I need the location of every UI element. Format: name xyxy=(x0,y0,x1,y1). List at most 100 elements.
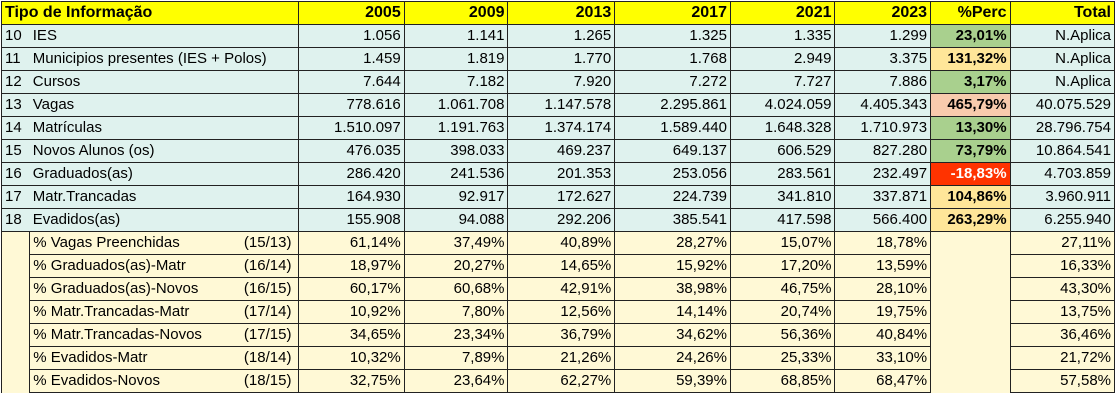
total-cell: 40.075.529 xyxy=(1009,93,1115,117)
value-cell: 1.191.763 xyxy=(403,116,509,140)
value-cell: 7.920 xyxy=(507,70,616,94)
table-row: 10 IES 1.056 1.141 1.265 1.325 1.335 1.299 23,01… xyxy=(0,24,1115,48)
ratio-value-cell: 15,92% xyxy=(614,254,731,278)
value-cell: 1.335 xyxy=(729,24,836,48)
row-label: Evadidos(as) xyxy=(29,208,300,232)
ratio-ref: (17/14) xyxy=(243,303,292,320)
ratio-total-cell: 13,75% xyxy=(1009,300,1115,324)
value-cell: 7.182 xyxy=(403,70,509,94)
ratio-perc-empty xyxy=(930,231,1011,255)
value-cell: 1.648.328 xyxy=(729,116,836,140)
header-cell-2005: 2005 xyxy=(298,1,405,25)
ratio-value-cell: 61,14% xyxy=(298,231,405,255)
value-cell: 778.616 xyxy=(298,93,405,117)
value-cell: 337.871 xyxy=(834,185,932,209)
ratio-perc-empty xyxy=(930,323,1011,347)
row-label: Matr.Trancadas xyxy=(29,185,300,209)
value-cell: 1.819 xyxy=(403,47,509,71)
ratio-row-gutter xyxy=(0,254,31,278)
ratio-value-cell: 34,62% xyxy=(614,323,731,347)
ratio-perc-empty xyxy=(930,346,1011,370)
header-cell-2009: 2009 xyxy=(403,1,509,25)
ratio-label-text: % Vagas Preenchidas xyxy=(33,234,180,251)
ratio-value-cell: 18,78% xyxy=(834,231,932,255)
table-row: 15 Novos Alunos (os) 476.035 398.033 469.237… xyxy=(0,139,1115,163)
value-cell: 566.400 xyxy=(834,208,932,232)
ratio-total-cell: 43,30% xyxy=(1009,277,1115,301)
value-cell: 341.810 xyxy=(729,185,836,209)
ratio-ref: (16/15) xyxy=(243,280,292,297)
value-cell: 155.908 xyxy=(298,208,405,232)
ratio-perc-empty xyxy=(930,254,1011,278)
ratio-value-cell: 19,75% xyxy=(834,300,932,324)
ratio-perc-empty xyxy=(930,300,1011,324)
ratio-value-cell: 10,92% xyxy=(298,300,405,324)
value-cell: 4.024.059 xyxy=(729,93,836,117)
total-cell: 4.703.859 xyxy=(1009,162,1115,186)
ratio-row-label: (16/14) % Graduados(as)-Matr xyxy=(29,254,300,278)
table-row: 11 Municipios presentes (IES + Polos) 1.45… xyxy=(0,47,1115,71)
ratio-value-cell: 14,65% xyxy=(507,254,616,278)
row-index: 14 xyxy=(0,116,30,140)
row-index: 16 xyxy=(0,162,30,186)
perc-cell: -18,83% xyxy=(930,162,1011,186)
header-cell-tipo: Tipo de Informação xyxy=(0,1,300,25)
ratio-value-cell: 23,34% xyxy=(403,323,509,347)
total-cell: N.Aplica xyxy=(1009,24,1115,48)
value-cell: 7.886 xyxy=(834,70,932,94)
header-cell-total: Total xyxy=(1009,1,1115,25)
ratio-total-cell: 16,33% xyxy=(1009,254,1115,278)
header-cell-perc: %Perc xyxy=(930,1,1011,25)
perc-cell: 23,01% xyxy=(930,24,1011,48)
ratio-total-cell: 57,58% xyxy=(1009,369,1115,393)
value-cell: 241.536 xyxy=(403,162,509,186)
ratio-value-cell: 7,89% xyxy=(403,346,509,370)
perc-cell: 73,79% xyxy=(930,139,1011,163)
value-cell: 1.770 xyxy=(507,47,616,71)
ratio-value-cell: 38,98% xyxy=(614,277,731,301)
value-cell: 1.325 xyxy=(614,24,731,48)
ratio-value-cell: 20,27% xyxy=(403,254,509,278)
ratio-row-label: (15/13) % Vagas Preenchidas xyxy=(29,231,300,255)
value-cell: 649.137 xyxy=(614,139,731,163)
ratio-value-cell: 14,14% xyxy=(614,300,731,324)
ratio-label-text: % Graduados(as)-Matr xyxy=(33,257,186,274)
value-cell: 7.272 xyxy=(614,70,731,94)
perc-cell: 13,30% xyxy=(930,116,1011,140)
ratio-value-cell: 23,64% xyxy=(403,369,509,393)
ratio-row-gutter xyxy=(0,323,31,347)
ratio-value-cell: 62,27% xyxy=(507,369,616,393)
total-cell: 3.960.911 xyxy=(1009,185,1115,209)
ratio-label-text: % Graduados(as)-Novos xyxy=(33,280,199,297)
value-cell: 232.497 xyxy=(834,162,932,186)
value-cell: 1.061.708 xyxy=(403,93,509,117)
value-cell: 286.420 xyxy=(298,162,405,186)
ratio-value-cell: 21,26% xyxy=(507,346,616,370)
value-cell: 827.280 xyxy=(834,139,932,163)
ratio-row-gutter xyxy=(0,346,31,370)
value-cell: 172.627 xyxy=(507,185,616,209)
ratio-value-cell: 40,89% xyxy=(507,231,616,255)
ratio-row: (17/15) % Matr.Trancadas-Novos 34,65% 23,34… xyxy=(0,323,1115,347)
value-cell: 201.353 xyxy=(507,162,616,186)
ratio-row: (16/15) % Graduados(as)-Novos 60,17% 60,68%… xyxy=(0,277,1115,301)
ratio-value-cell: 28,10% xyxy=(834,277,932,301)
ratio-value-cell: 20,74% xyxy=(729,300,836,324)
ratio-label-text: % Matr.Trancadas-Matr xyxy=(33,303,190,320)
value-cell: 385.541 xyxy=(614,208,731,232)
row-label: IES xyxy=(29,24,300,48)
ratio-ref: (15/13) xyxy=(243,234,292,251)
ratio-row: (17/14)% Matr.Trancadas-Matr 10,92% 7,80% 1… xyxy=(0,300,1115,324)
ratio-value-cell: 18,97% xyxy=(298,254,405,278)
header-cell-2017: 2017 xyxy=(614,1,731,25)
ratio-row-label: (16/15) % Graduados(as)-Novos xyxy=(29,277,300,301)
total-cell: N.Aplica xyxy=(1009,47,1115,71)
ratio-row-label: (17/14) % Matr.Trancadas-Matr xyxy=(29,300,300,324)
ratio-ref: (17/15) xyxy=(243,326,292,343)
value-cell: 4.405.343 xyxy=(834,93,932,117)
value-cell: 283.561 xyxy=(729,162,836,186)
row-label: Cursos xyxy=(29,70,300,94)
ratio-value-cell: 12,56% xyxy=(507,300,616,324)
row-index: 12 xyxy=(0,70,30,94)
ratio-value-cell: 17,20% xyxy=(729,254,836,278)
